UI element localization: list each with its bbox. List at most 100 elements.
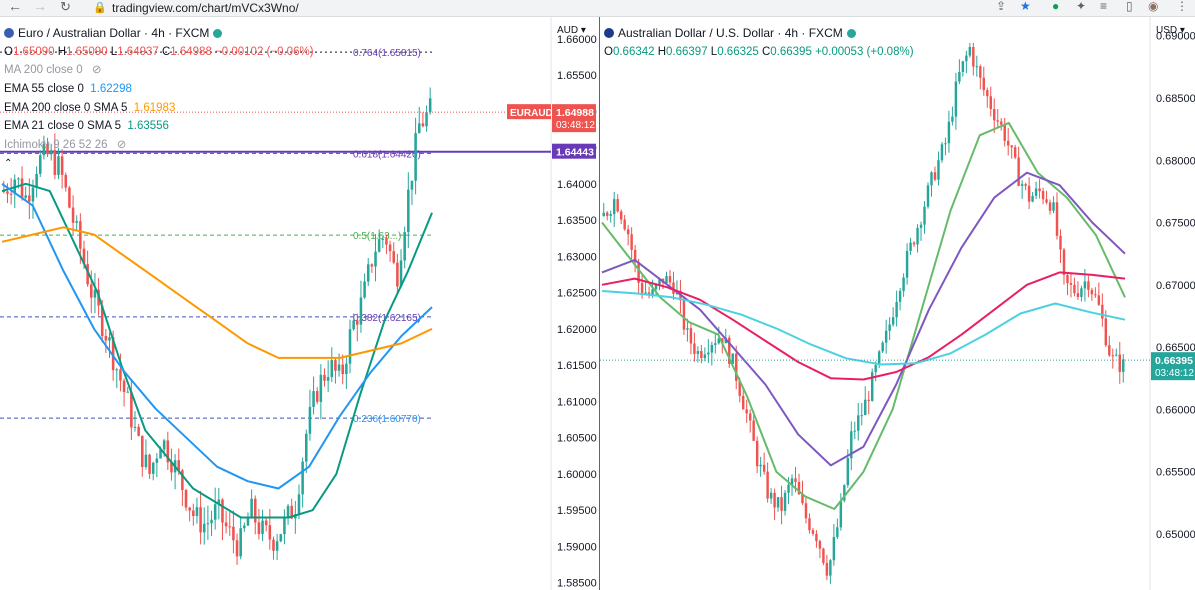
candle-body bbox=[668, 276, 672, 283]
forward-icon[interactable]: → bbox=[33, 0, 47, 14]
y-tick-label: 1.65500 bbox=[557, 70, 597, 82]
candle-body bbox=[714, 343, 717, 345]
candle-body bbox=[177, 460, 181, 471]
candle-body bbox=[228, 526, 232, 528]
candle-body bbox=[933, 172, 937, 180]
media-icon[interactable]: ≡ bbox=[1100, 0, 1108, 13]
countdown-label: 03:48:12 bbox=[556, 120, 595, 131]
candle-body bbox=[345, 363, 348, 375]
candle-body bbox=[275, 541, 279, 551]
candle-body bbox=[857, 415, 860, 431]
axis-currency-label: AUD ▾ bbox=[557, 25, 586, 36]
symbol-title[interactable]: Euro / Australian Dollar · 4h · FXCM bbox=[18, 26, 210, 40]
fib-level-label: 0.382(1.62165) bbox=[353, 313, 421, 324]
share-icon[interactable]: ⇪ bbox=[996, 0, 1007, 13]
indicator-ema55[interactable]: EMA 55 close 0 1.62298 bbox=[4, 80, 314, 99]
back-icon[interactable]: ← bbox=[8, 0, 22, 14]
candle-body bbox=[428, 98, 432, 113]
candle-body bbox=[1017, 157, 1020, 186]
candle-body bbox=[199, 507, 202, 533]
eye-off-icon[interactable]: ⊘ bbox=[116, 139, 127, 152]
candle-body bbox=[752, 420, 755, 441]
candle-body bbox=[961, 61, 965, 72]
candle-body bbox=[243, 525, 246, 529]
indicator-value: 1.63556 bbox=[127, 120, 169, 133]
candle-body bbox=[769, 492, 773, 499]
candle-body bbox=[626, 229, 630, 235]
candle-body bbox=[133, 426, 137, 428]
candle-body bbox=[1013, 147, 1017, 158]
extensions-icon[interactable]: ✦ bbox=[1076, 0, 1087, 13]
candle-body bbox=[64, 174, 68, 188]
indicator-ema200[interactable]: EMA 200 close 0 SMA 5 1.61983 bbox=[4, 99, 314, 118]
candle-body bbox=[93, 289, 97, 298]
grammarly-extension-icon[interactable]: ● bbox=[1052, 0, 1060, 13]
candle-body bbox=[82, 248, 86, 265]
candle-body bbox=[261, 520, 264, 534]
candle-body bbox=[815, 533, 818, 542]
reload-icon[interactable]: ↻ bbox=[60, 0, 71, 14]
candle-body bbox=[348, 329, 352, 364]
candle-body bbox=[1083, 281, 1087, 289]
candle-body bbox=[410, 180, 414, 190]
candle-body bbox=[787, 484, 790, 493]
y-tick-label: 1.58500 bbox=[557, 578, 597, 590]
candle-body bbox=[860, 415, 863, 417]
candle-body bbox=[909, 242, 912, 251]
flag-icon bbox=[4, 28, 14, 38]
open-value: 1.65090 bbox=[12, 45, 55, 58]
candle-body bbox=[721, 338, 724, 344]
y-tick-label: 1.59500 bbox=[557, 505, 597, 517]
collapse-legend-icon[interactable]: ⌃ bbox=[4, 157, 13, 169]
y-tick-label: 0.68500 bbox=[1156, 93, 1195, 105]
audusd-chart[interactable]: 0.69000 0.68500 0.68000 0.67500 0.67000 0.665… bbox=[600, 17, 1195, 590]
chart-pane-audusd[interactable]: 0.69000 0.68500 0.68000 0.67500 0.67000 0.665… bbox=[600, 17, 1195, 590]
candle-body bbox=[853, 430, 857, 432]
address-bar[interactable]: tradingview.com/chart/mVCx3Wno/ bbox=[112, 1, 299, 15]
ohlc-row: O1.65090 H1.65090 L1.64937 C1.64988 −0.0… bbox=[4, 45, 314, 58]
candle-body bbox=[1094, 294, 1097, 296]
candle-body bbox=[407, 189, 410, 233]
chart-pane-euraud[interactable]: 1.660001.655001.650001.645001.640001.635… bbox=[0, 17, 600, 590]
eye-off-icon[interactable]: ⊘ bbox=[91, 64, 102, 77]
y-tick-label: 0.65500 bbox=[1156, 467, 1195, 479]
candle-body bbox=[944, 143, 947, 145]
symbol-title[interactable]: Australian Dollar / U.S. Dollar · 4h · F… bbox=[618, 26, 843, 40]
candle-body bbox=[1024, 184, 1027, 186]
indicator-ema21[interactable]: EMA 21 close 0 SMA 5 1.63556 bbox=[4, 117, 314, 136]
candle-body bbox=[155, 458, 159, 463]
candle-body bbox=[1118, 354, 1121, 372]
candle-body bbox=[912, 242, 916, 245]
candle-body bbox=[75, 221, 78, 223]
candle-body bbox=[119, 369, 122, 381]
candle-body bbox=[352, 320, 355, 330]
y-tick-label: 1.59000 bbox=[557, 541, 597, 553]
candle-body bbox=[100, 305, 104, 336]
indicator-line-ema-21 bbox=[601, 121, 1126, 510]
candle-body bbox=[1080, 288, 1083, 297]
menu-icon[interactable]: ⋮ bbox=[1176, 0, 1188, 13]
candle-body bbox=[188, 507, 191, 511]
bookmark-star-icon[interactable]: ★ bbox=[1020, 0, 1031, 13]
candle-body bbox=[308, 406, 312, 434]
candle-body bbox=[268, 525, 272, 540]
candle-body bbox=[283, 517, 286, 535]
indicator-ma200[interactable]: MA 200 close 0 ⊘ bbox=[4, 61, 314, 80]
candle-body bbox=[644, 292, 647, 294]
candle-body bbox=[290, 505, 293, 519]
candle-body bbox=[741, 395, 745, 410]
fib-level-label: 0.618(1.64420) bbox=[353, 149, 421, 160]
candle-body bbox=[630, 234, 633, 250]
candle-body bbox=[301, 461, 304, 495]
lock-icon[interactable]: 🔒 bbox=[93, 2, 107, 14]
candle-body bbox=[1069, 283, 1073, 285]
window-icon[interactable]: ▯ bbox=[1126, 0, 1133, 13]
euraud-chart[interactable]: 1.660001.655001.650001.645001.640001.635… bbox=[0, 17, 599, 590]
candle-body bbox=[958, 71, 961, 82]
avatar[interactable]: ◉ bbox=[1148, 0, 1159, 13]
candle-body bbox=[686, 328, 689, 330]
indicator-ichimoku[interactable]: Ichimoku 9 26 52 26 ⊘ bbox=[4, 136, 314, 155]
candle-body bbox=[1066, 274, 1069, 284]
candle-body bbox=[773, 492, 776, 508]
candle-body bbox=[104, 335, 108, 341]
